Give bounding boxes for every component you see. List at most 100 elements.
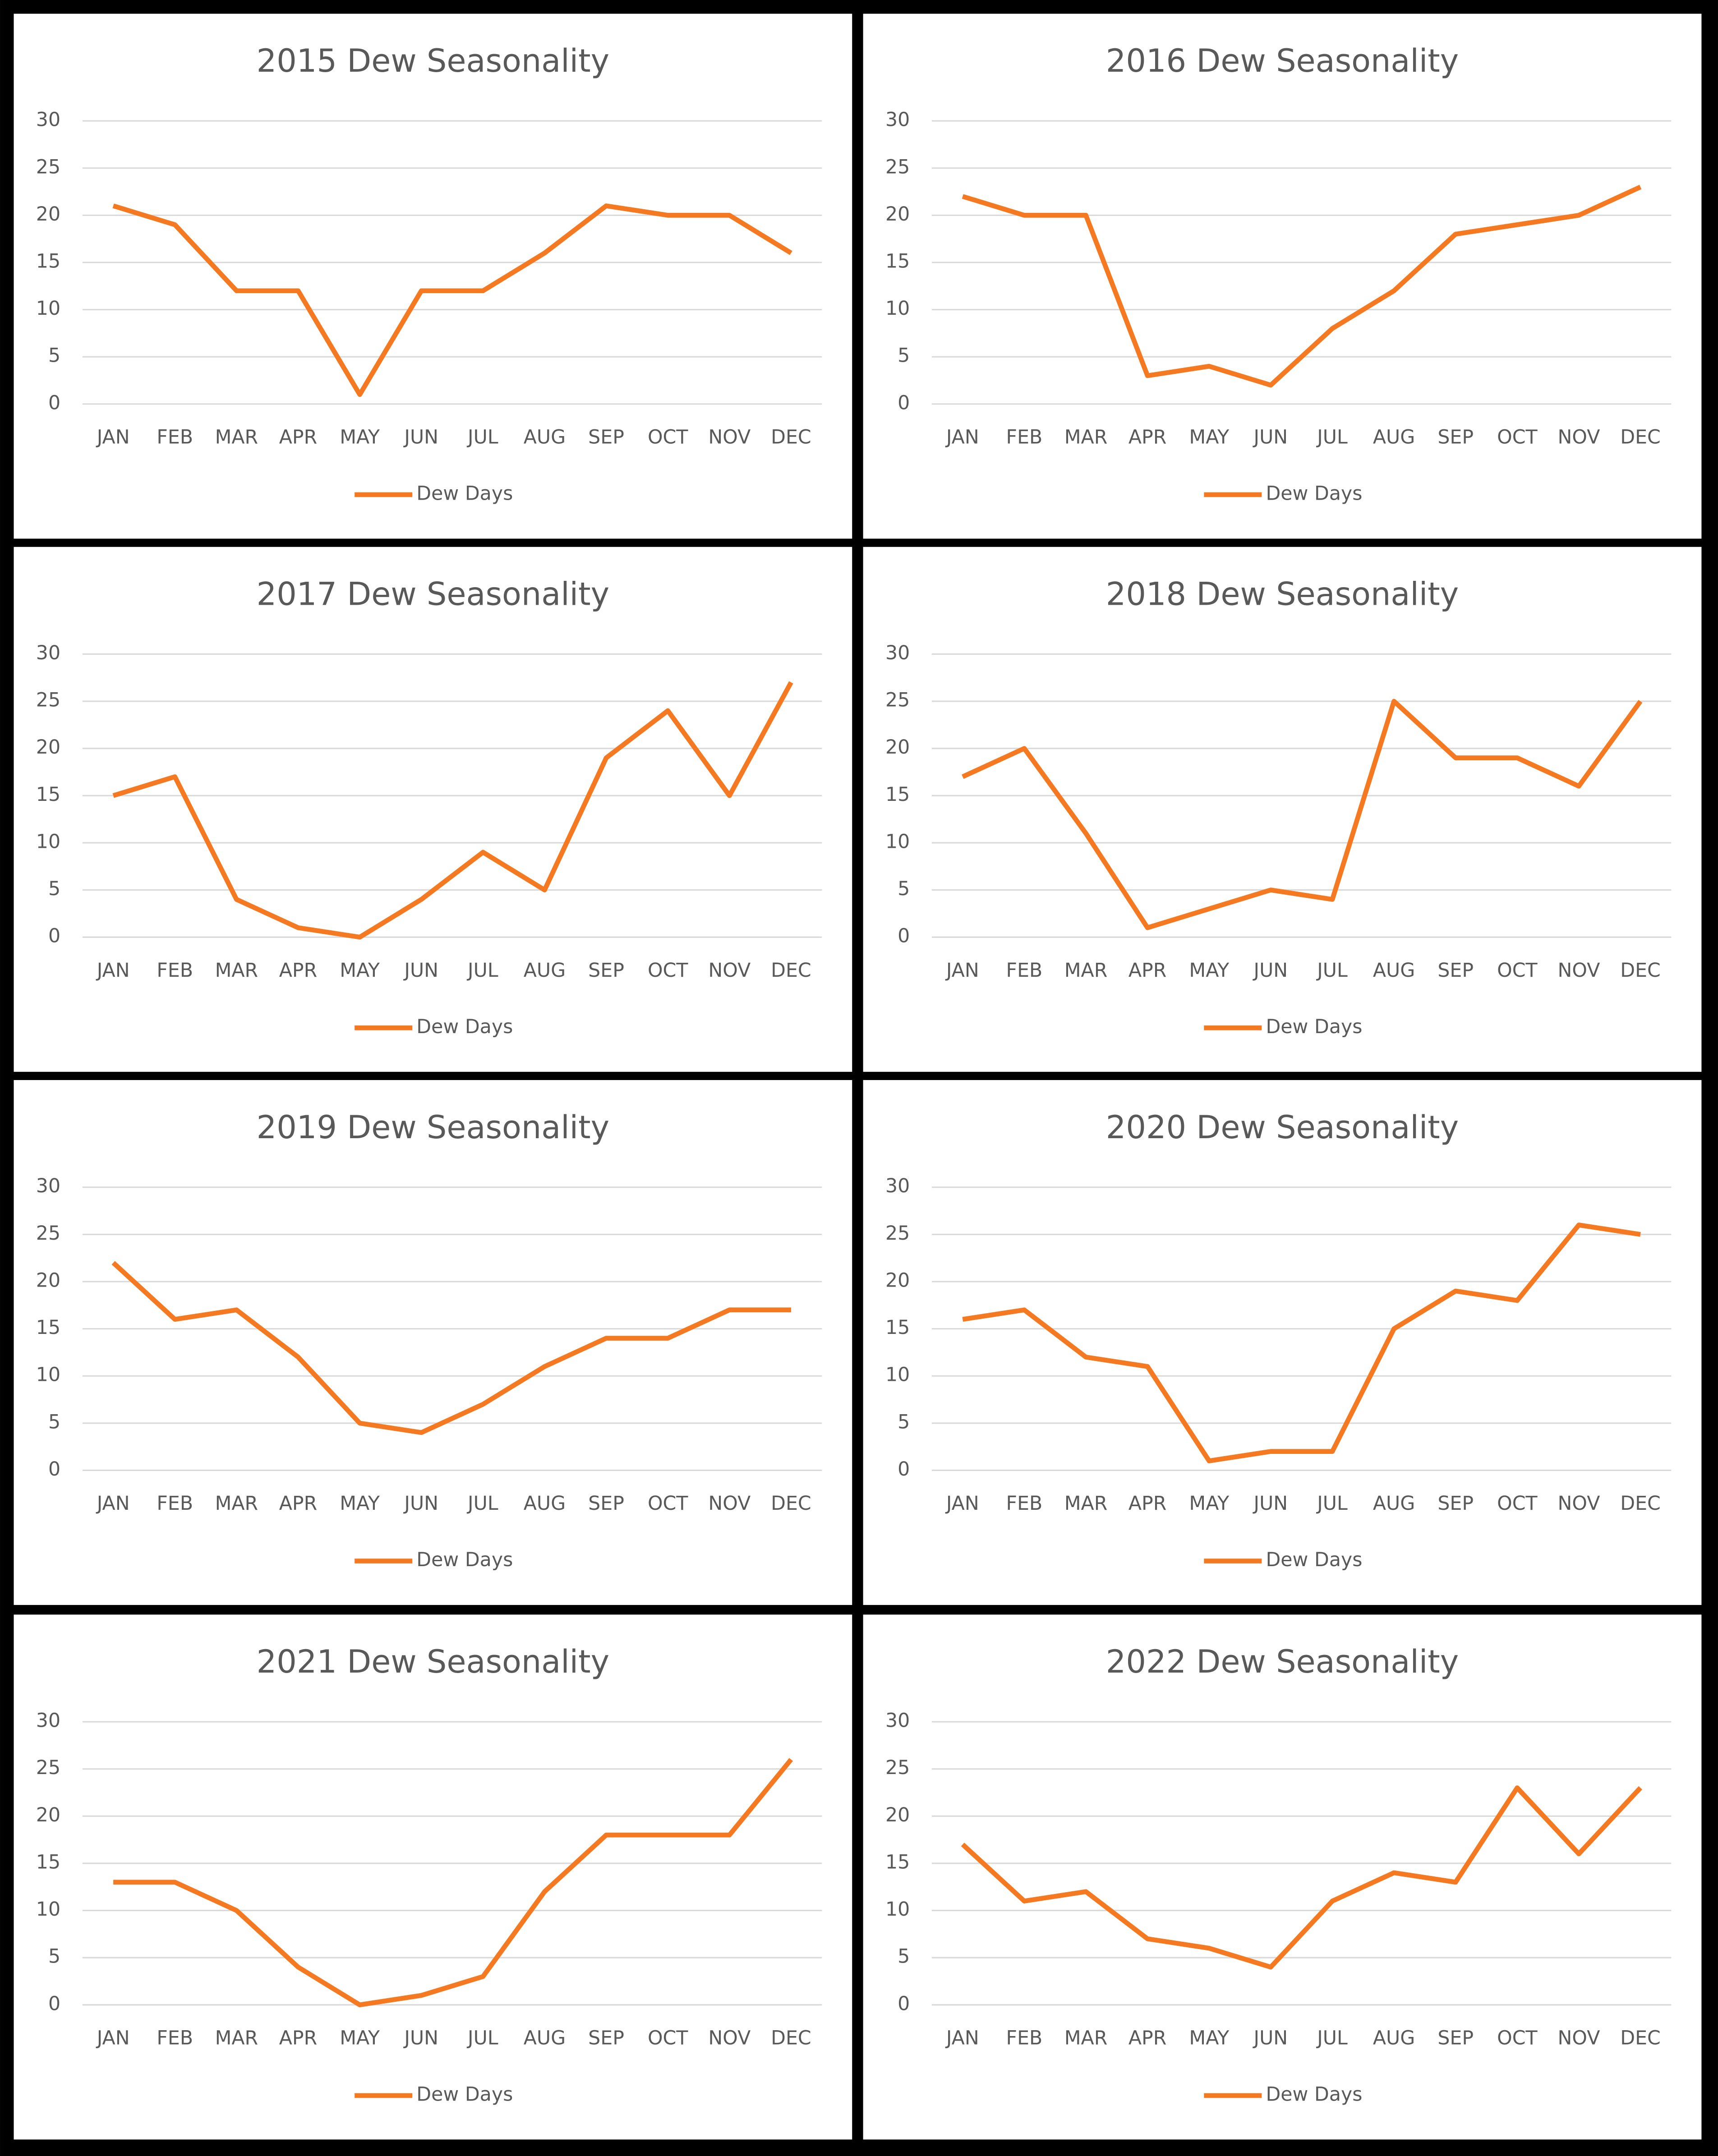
data-line [111, 1261, 791, 1435]
x-tick-label: MAY [340, 426, 380, 449]
y-tick-label: 0 [48, 925, 60, 947]
x-tick-label: AUG [1373, 2027, 1415, 2049]
data-line [962, 699, 1643, 930]
y-tick-label: 10 [885, 830, 910, 853]
y-tick-label: 15 [36, 250, 60, 273]
x-tick-label: JUN [1253, 426, 1288, 449]
panel [14, 14, 852, 539]
x-tick-label: NOV [708, 2027, 751, 2049]
x-tick-label: JAN [945, 1492, 979, 1515]
x-tick-label: OCT [648, 1492, 688, 1515]
x-tick-label: SEP [588, 959, 624, 982]
x-tick-label: MAY [1189, 1492, 1230, 1515]
y-tick-label: 20 [885, 736, 910, 759]
y-tick-label: 25 [36, 1222, 60, 1245]
x-tick-label: FEB [157, 426, 193, 449]
x-tick-label: MAY [1189, 959, 1230, 982]
chart-title: 2018 Dew Seasonality [1106, 576, 1459, 613]
y-tick-label: 5 [48, 878, 60, 900]
legend-label: Dew Days [416, 482, 513, 505]
y-tick-label: 10 [885, 1898, 910, 1921]
x-tick-label: DEC [771, 426, 811, 449]
x-tick-label: JUN [1253, 2027, 1288, 2049]
x-tick-label: DEC [1620, 1492, 1661, 1515]
y-tick-label: 20 [885, 1804, 910, 1826]
x-tick-label: JAN [96, 2027, 130, 2049]
x-tick-label: MAR [1064, 2027, 1108, 2049]
data-line [961, 1785, 1642, 1970]
data-line [112, 203, 792, 397]
x-tick-label: NOV [708, 426, 751, 449]
y-tick-label: 20 [36, 736, 60, 759]
x-tick-label: DEC [1620, 426, 1661, 449]
x-tick-label: AUG [524, 2027, 566, 2049]
x-tick-label: FEB [1006, 2027, 1043, 2049]
x-tick-label: SEP [1437, 2027, 1474, 2049]
x-tick-label: OCT [1497, 1492, 1538, 1515]
x-tick-label: NOV [1557, 2027, 1600, 2049]
x-tick-label: APR [1128, 1492, 1167, 1515]
y-tick-label: 30 [885, 1710, 910, 1732]
x-tick-label: AUG [1373, 426, 1415, 449]
x-tick-label: MAR [1064, 426, 1108, 449]
y-tick-label: 0 [48, 1458, 60, 1480]
x-tick-label: JAN [96, 1492, 130, 1515]
x-tick-label: APR [279, 959, 318, 982]
chart-title: 2020 Dew Seasonality [1106, 1109, 1459, 1146]
y-tick-label: 15 [885, 1316, 910, 1339]
y-tick-label: 0 [898, 1458, 910, 1480]
x-tick-label: MAY [340, 1492, 380, 1515]
x-tick-label: NOV [708, 1492, 751, 1515]
x-tick-label: JUN [403, 426, 438, 449]
x-tick-label: DEC [771, 2027, 811, 2049]
x-tick-label: AUG [524, 959, 566, 982]
x-tick-label: AUG [524, 426, 566, 449]
x-tick-label: JUN [403, 2027, 438, 2049]
legend-label: Dew Days [1266, 482, 1362, 505]
legend-label: Dew Days [416, 1016, 513, 1038]
x-tick-label: OCT [648, 959, 688, 982]
panel [14, 547, 852, 1072]
chart-title: 2021 Dew Seasonality [257, 1643, 609, 1680]
y-tick-label: 0 [898, 925, 910, 947]
x-tick-label: OCT [648, 426, 688, 449]
x-tick-label: JUN [403, 1492, 438, 1515]
x-tick-label: MAY [340, 959, 380, 982]
x-tick-label: JUN [1253, 1492, 1288, 1515]
x-tick-label: DEC [771, 959, 811, 982]
x-tick-label: APR [279, 1492, 318, 1515]
x-tick-label: SEP [1437, 1492, 1474, 1515]
y-tick-label: 25 [885, 1222, 910, 1245]
x-tick-label: SEP [1437, 959, 1474, 982]
x-tick-label: DEC [771, 1492, 811, 1515]
x-tick-label: JUL [1316, 2027, 1348, 2049]
x-tick-label: NOV [1557, 426, 1600, 449]
y-tick-label: 10 [36, 1364, 60, 1386]
y-tick-label: 15 [885, 250, 910, 273]
x-tick-label: APR [279, 426, 318, 449]
legend-label: Dew Days [1266, 1549, 1362, 1571]
y-tick-label: 15 [885, 1851, 910, 1873]
y-tick-label: 0 [898, 1992, 910, 2015]
x-tick-label: JUL [466, 426, 498, 449]
x-tick-label: JUL [466, 959, 498, 982]
x-tick-label: MAR [215, 1492, 258, 1515]
x-tick-label: SEP [588, 426, 624, 449]
x-tick-label: JAN [96, 959, 130, 982]
data-line [113, 1758, 793, 2008]
y-tick-label: 10 [885, 1364, 910, 1386]
x-tick-label: AUG [1373, 1492, 1415, 1515]
y-tick-label: 0 [48, 391, 60, 414]
x-tick-label: FEB [157, 1492, 193, 1515]
x-tick-label: OCT [1497, 426, 1538, 449]
y-tick-label: 20 [885, 203, 910, 225]
x-tick-label: FEB [157, 959, 193, 982]
x-tick-label: MAY [340, 2027, 380, 2049]
y-tick-label: 25 [885, 156, 910, 178]
x-tick-label: SEP [1437, 426, 1474, 449]
x-tick-label: APR [1128, 426, 1167, 449]
legend-label: Dew Days [416, 1549, 513, 1571]
y-tick-label: 30 [36, 642, 60, 664]
y-tick-label: 5 [48, 1411, 60, 1433]
panel [863, 547, 1702, 1072]
